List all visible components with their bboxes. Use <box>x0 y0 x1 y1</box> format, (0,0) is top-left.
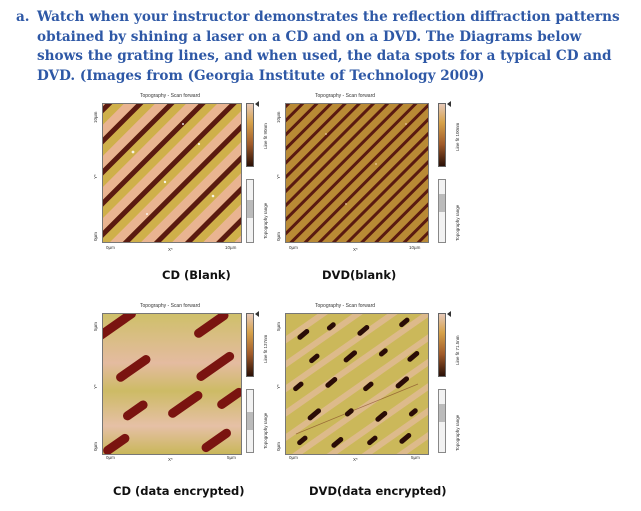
line-fit-label: Line fit 100nm <box>455 122 460 151</box>
color-scale-bar <box>438 103 446 167</box>
x-right-label: 10µm <box>409 245 421 250</box>
scale-marker <box>255 101 259 107</box>
panel-dvd-blank: Topography - Scan forward 10µm Y* 0µm <box>273 93 463 263</box>
scale-marker <box>255 311 259 317</box>
scan-title: Topography - Scan forward <box>140 303 201 309</box>
x-left-label: 0µm <box>289 455 298 460</box>
y-top-label: 10µm <box>93 111 98 123</box>
panel-cd-data: Topography - Scan forward 5µm Y* 0µm <box>90 303 280 473</box>
y-top-label: 5µm <box>276 322 281 331</box>
line-fit-label: Line fit 137nm <box>263 334 268 363</box>
x-axis-label: X* <box>353 247 358 252</box>
range-slider[interactable] <box>246 389 254 453</box>
x-axis-label: X* <box>168 247 173 252</box>
scale-marker <box>447 311 451 317</box>
scan-title: Topography - Scan forward <box>140 93 201 99</box>
instruction-text: Watch when your instructor demonstrates … <box>37 9 620 84</box>
panel-dvd-data: Topography - Scan forward 5µm Y* 0µm <box>273 303 463 473</box>
y-axis-label: Y* <box>276 384 281 389</box>
y-top-label: 5µm <box>93 322 98 331</box>
y-axis-label: Y* <box>93 174 98 179</box>
line-fit-label: Line fit 71.5nm <box>455 335 460 365</box>
range-label: Topography range <box>263 202 268 239</box>
y-axis-label: Y* <box>93 384 98 389</box>
panel-dvd-data-scale: Line fit 71.5nm Topography range <box>438 311 468 461</box>
x-left-label: 0µm <box>106 245 115 250</box>
x-right-label: 5µm <box>227 455 236 460</box>
instruction-paragraph: a. Watch when your instructor demonstrat… <box>16 8 627 86</box>
color-scale-bar <box>246 313 254 377</box>
x-left-label: 0µm <box>106 455 115 460</box>
y-bottom-label: 0µm <box>93 232 98 241</box>
scale-marker <box>447 101 451 107</box>
caption-cd-data: CD (data encrypted) <box>113 484 245 498</box>
y-top-label: 10µm <box>276 111 281 123</box>
y-axis-label: Y* <box>276 174 281 179</box>
scan-title: Topography - Scan forward <box>315 93 376 99</box>
range-slider[interactable] <box>438 179 446 243</box>
range-label: Topography range <box>263 412 268 449</box>
y-bottom-label: 0µm <box>276 232 281 241</box>
line-fit-label: Line fit 90nm <box>263 123 268 149</box>
panel-dvd-blank-scale: Line fit 100nm Topography range <box>438 101 468 251</box>
scan-title: Topography - Scan forward <box>315 303 376 309</box>
x-axis-label: X* <box>353 457 358 462</box>
range-slider[interactable] <box>438 389 446 453</box>
range-label: Topography range <box>455 204 460 241</box>
afm-image-cd-blank <box>102 103 242 243</box>
range-label: Topography range <box>455 414 460 451</box>
range-slider[interactable] <box>246 179 254 243</box>
x-right-label: 10µm <box>225 245 237 250</box>
list-letter: a. <box>16 9 30 25</box>
x-axis-label: X* <box>168 457 173 462</box>
y-bottom-label: 0µm <box>276 442 281 451</box>
x-left-label: 0µm <box>289 245 298 250</box>
y-bottom-label: 0µm <box>93 442 98 451</box>
afm-image-dvd-blank <box>285 103 429 243</box>
afm-image-cd-data <box>102 313 242 455</box>
color-scale-bar <box>246 103 254 167</box>
panel-cd-blank: Topography - Scan forward 10µm Y* 0µm <box>90 93 280 263</box>
caption-cd-blank: CD (Blank) <box>162 268 231 282</box>
afm-image-dvd-data <box>285 313 429 455</box>
color-scale-bar <box>438 313 446 377</box>
caption-dvd-blank: DVD(blank) <box>322 268 397 282</box>
x-right-label: 5µm <box>411 455 420 460</box>
caption-dvd-data: DVD(data encrypted) <box>309 484 447 498</box>
